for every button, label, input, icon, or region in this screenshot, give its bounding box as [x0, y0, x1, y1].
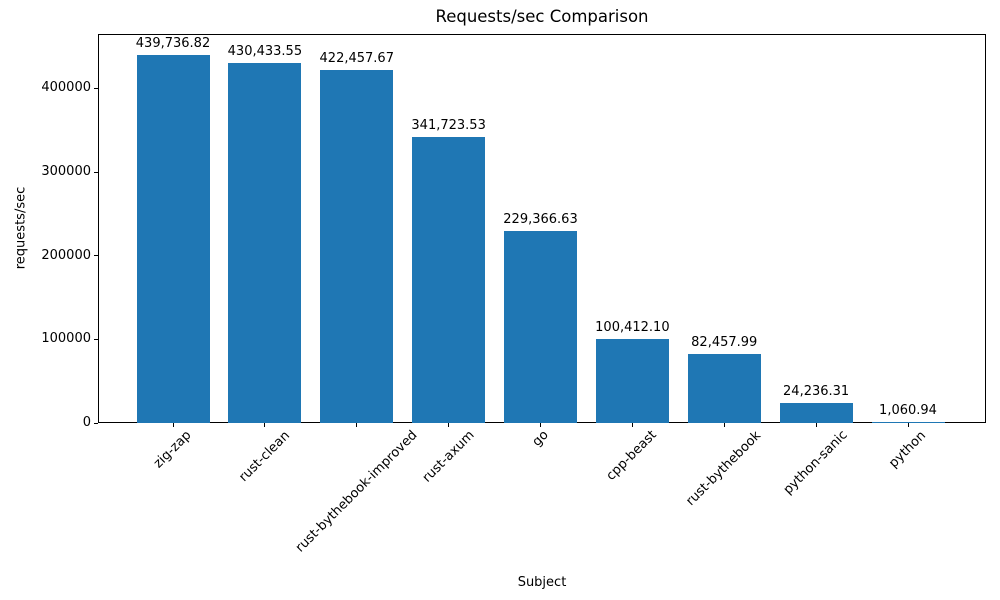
- y-tick-label: 100000: [41, 331, 91, 347]
- x-axis-tick: [631, 423, 633, 427]
- y-tick-label: 200000: [41, 247, 91, 263]
- x-axis-tick: [172, 423, 174, 427]
- x-axis-tick: [907, 423, 909, 427]
- x-tick-label: rust-clean: [236, 427, 293, 485]
- bar-value-label: 439,736.82: [135, 36, 211, 52]
- x-axis-tick: [723, 423, 725, 427]
- y-axis-tick: [94, 87, 98, 89]
- x-axis-tick: [356, 423, 358, 427]
- bar: [595, 338, 669, 423]
- x-tick-label: rust-axum: [419, 428, 478, 486]
- bar-value-label: 341,723.53: [411, 118, 486, 134]
- x-axis-tick: [815, 423, 817, 427]
- bar: [412, 137, 486, 423]
- y-axis-tick: [94, 422, 98, 424]
- x-tick-label: zig-zap: [150, 427, 195, 472]
- x-tick-label: cpp-beast: [603, 427, 661, 485]
- x-axis-tick: [540, 423, 541, 427]
- bar: [687, 354, 761, 423]
- y-axis-tick: [94, 255, 98, 257]
- x-axis-label: Subject: [517, 575, 567, 590]
- x-tick-label: go: [529, 427, 552, 450]
- x-tick-label: python: [886, 427, 930, 471]
- y-tick-label: 0: [82, 415, 91, 430]
- bar-value-label: 24,236.31: [783, 383, 850, 399]
- bar: [320, 69, 394, 423]
- x-axis-tick: [264, 423, 266, 427]
- bar-value-label: 1,060.94: [879, 403, 937, 418]
- bar-value-label: 100,412.10: [595, 319, 670, 335]
- y-axis-tick: [94, 171, 98, 173]
- x-axis-tick: [448, 423, 450, 427]
- y-tick-label: 300000: [41, 164, 91, 180]
- bar-value-label: 229,366.63: [503, 212, 578, 228]
- bar: [871, 422, 945, 423]
- y-tick-label: 400000: [41, 80, 91, 96]
- y-axis-tick: [94, 338, 98, 340]
- bar-value-label: 422,457.67: [319, 50, 394, 66]
- bar: [779, 402, 853, 423]
- bar: [504, 231, 577, 423]
- bar-value-label: 82,457.99: [691, 335, 758, 351]
- bar: [136, 55, 210, 423]
- x-tick-label: python-sanic: [780, 428, 851, 498]
- bar-value-label: 430,433.55: [227, 43, 303, 59]
- x-tick-label: rust-bythebook: [683, 427, 765, 509]
- chart-title: Requests/sec Comparison: [435, 7, 649, 26]
- bar: [228, 62, 302, 423]
- x-tick-label: rust-bythebook-improved: [292, 427, 421, 556]
